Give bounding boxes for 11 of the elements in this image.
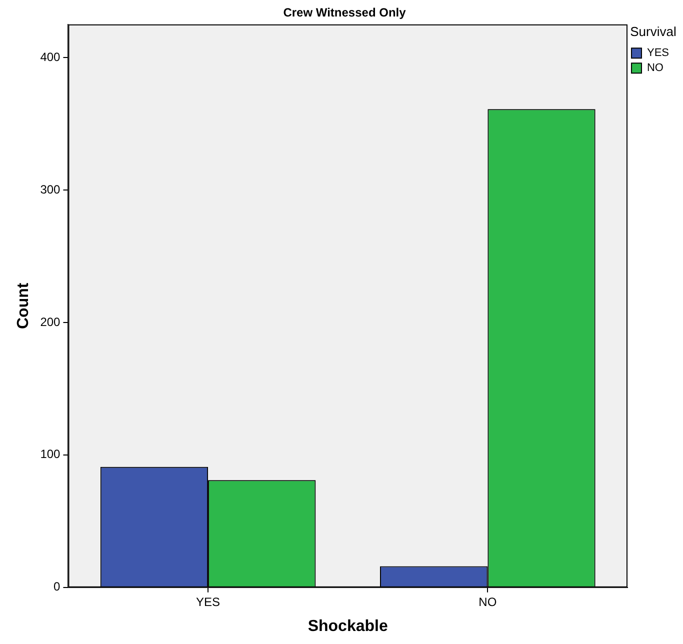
legend-label: NO [646, 62, 664, 74]
legend-title: Survival [630, 24, 676, 40]
legend-label: YES [646, 47, 670, 60]
y-tick-label: 400 [40, 50, 61, 64]
y-tick-label: 200 [40, 314, 61, 329]
y-axis-title: Count [15, 282, 32, 329]
x-axis-title: Shockable [308, 618, 388, 635]
y-tick-label: 300 [40, 182, 61, 196]
y-tick-label: 0 [54, 580, 61, 594]
chart-title: Crew Witnessed Only [283, 6, 406, 20]
y-tick-label: 100 [40, 447, 61, 462]
